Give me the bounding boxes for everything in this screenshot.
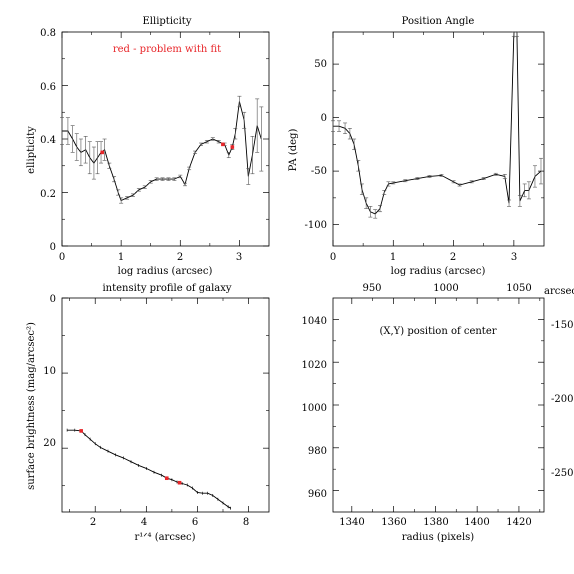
x-tick-label: 1 (390, 252, 396, 263)
x-tick-label: 1400 (464, 517, 489, 528)
y-tick-label: 960 (308, 489, 327, 500)
center-position-top-ticks: 950 1000 1050 arcsec (362, 283, 574, 297)
ellipticity-frame (61, 31, 270, 247)
intensity-profile-title: intensity profile of galaxy (102, 283, 231, 294)
intensity-profile-y-label: surface brightness (mag/arcsec²) (26, 322, 37, 490)
y-tick-label: 0 (50, 242, 56, 253)
x-tick-label: 4 (141, 517, 147, 528)
position-angle-title: Position Angle (402, 16, 475, 27)
ellipticity-panel: Ellipticity red - problem with fit 0 1 2… (26, 16, 270, 277)
center-position-x-label: radius (pixels) (402, 532, 474, 543)
y-tick-label: 0 (321, 113, 327, 124)
intensity-profile-frame (61, 297, 270, 513)
series-line (67, 429, 231, 509)
x-tick-label: 1340 (339, 517, 364, 528)
top-tick-label: 1050 (506, 283, 531, 294)
position-angle-x-ticks: 0 1 2 3 (330, 252, 517, 263)
position-angle-y-ticks: 50 0 -50 -100 (305, 59, 327, 231)
center-position-marks (333, 298, 544, 512)
y-tick-label: 1020 (302, 360, 327, 371)
y-tick-label: 0 (50, 294, 56, 305)
y-tick-label: 10 (43, 366, 56, 377)
flagged-point (221, 142, 225, 147)
y-tick-label: 1040 (302, 316, 327, 327)
flagged-point (79, 429, 83, 433)
fit-problem-note: red - problem with fit (113, 44, 221, 55)
top-axis-unit: arcsec (544, 286, 574, 297)
ellipticity-title: Ellipticity (143, 16, 192, 27)
x-tick-label: 0 (59, 252, 65, 263)
intensity-profile-x-ticks: 2 4 6 8 (90, 517, 249, 528)
y-tick-label: 0.6 (40, 82, 56, 93)
right-tick-label: -200 (551, 394, 573, 405)
x-tick-label: 1360 (381, 517, 406, 528)
right-tick-label: -150 (551, 320, 573, 331)
y-tick-label: 1000 (302, 403, 327, 414)
y-tick-label: -50 (311, 166, 327, 177)
position-angle-panel: Position Angle 0 1 2 3 50 0 -50 -100 log… (288, 16, 545, 277)
flagged-point (230, 145, 235, 149)
y-tick-label: 20 (43, 438, 56, 449)
position-angle-y-label: PA (deg) (288, 129, 299, 172)
y-tick-label: 0.8 (40, 28, 56, 39)
x-tick-label: 0 (330, 252, 336, 263)
y-tick-label: 0.2 (40, 189, 56, 200)
ellipticity-y-label: ellipticity (26, 126, 37, 174)
x-tick-label: 8 (243, 517, 249, 528)
y-tick-label: 0.4 (40, 135, 56, 146)
ellipticity-marks (60, 31, 269, 247)
flagged-point (177, 480, 182, 485)
x-tick-label: 1420 (506, 517, 531, 528)
ellipticity-x-label: log radius (arcsec) (118, 266, 213, 277)
series-line (333, 31, 542, 215)
intensity-profile-y-ticks: 0 10 20 (43, 294, 56, 449)
center-position-y-ticks: 960 980 1000 1020 1040 (302, 316, 327, 500)
center-position-x-ticks: 1340 1360 1380 1400 1420 (339, 517, 531, 528)
top-tick-label: 1000 (433, 283, 458, 294)
center-position-panel: (X,Y) position of center 1340 1360 1380 … (302, 283, 574, 543)
center-position-title: (X,Y) position of center (379, 326, 496, 337)
intensity-profile-x-label: r¹ᐟ⁴ (arcsec) (134, 532, 195, 543)
top-tick-label: 950 (362, 283, 381, 294)
series-line (62, 101, 262, 202)
x-tick-label: 1 (118, 252, 124, 263)
ellipticity-x-ticks: 0 1 2 3 (59, 252, 242, 263)
y-tick-label: 50 (314, 59, 327, 70)
flagged-point (100, 150, 105, 155)
position-angle-x-label: log radius (arcsec) (391, 266, 486, 277)
x-tick-label: 2 (90, 517, 96, 528)
x-tick-label: 6 (192, 517, 198, 528)
right-tick-label: -250 (551, 468, 573, 479)
position-angle-frame (332, 31, 545, 247)
x-tick-label: 2 (450, 252, 456, 263)
x-tick-label: 3 (511, 252, 517, 263)
ellipticity-y-ticks: 0 0.2 0.4 0.6 0.8 (40, 28, 56, 253)
intensity-profile-marks (62, 297, 269, 512)
center-position-right-ticks: -150 -200 -250 (551, 320, 573, 479)
y-tick-label: 980 (308, 446, 327, 457)
flagged-point (164, 476, 169, 481)
x-tick-label: 3 (236, 252, 242, 263)
position-angle-marks (331, 31, 544, 246)
x-tick-label: 2 (177, 252, 183, 263)
x-tick-label: 1380 (423, 517, 448, 528)
intensity-profile-panel: intensity profile of galaxy 2 4 6 8 0 10… (26, 283, 270, 543)
y-tick-label: -100 (305, 220, 327, 231)
